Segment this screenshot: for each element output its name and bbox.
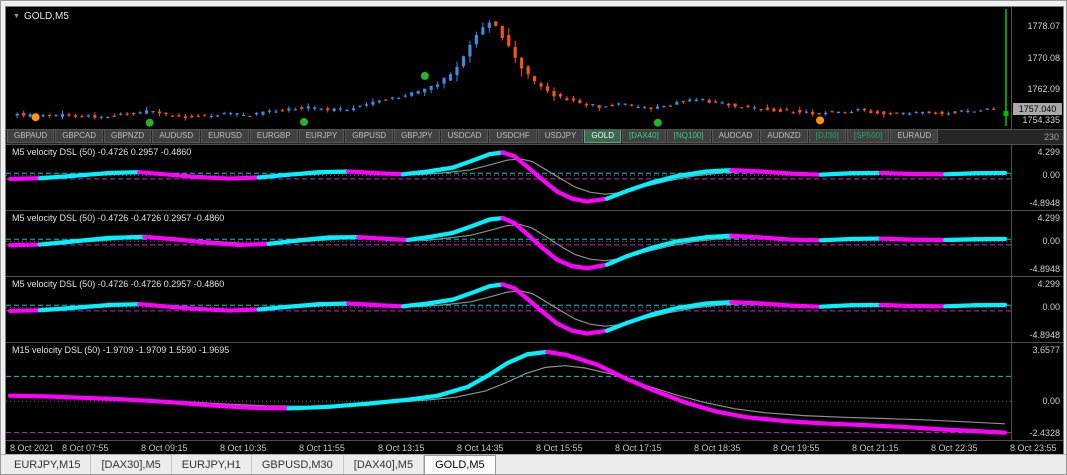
indicator-axis[interactable]: 3.6577 0.00 -2.4328	[1011, 343, 1063, 440]
price-axis[interactable]: 1757.040 1778.07 1770.08 1762.09 1754.335	[1011, 7, 1063, 129]
axis-min-label: -2.4328	[1029, 428, 1060, 438]
price-axis-label: 1770.08	[1027, 52, 1060, 63]
current-price-tag: 1757.040	[1013, 103, 1062, 116]
indicator-plot[interactable]	[6, 211, 1011, 276]
symbol-tab-eurgbp[interactable]: EURGBP	[249, 130, 298, 143]
time-label: 8 Oct 10:35	[220, 443, 267, 453]
axis-max-label: 4.299	[1037, 279, 1060, 289]
chart-title-label: GOLD,M5	[23, 11, 69, 22]
time-label: 8 Oct 2021	[10, 443, 55, 453]
symbol-tab-usdcad[interactable]: USDCAD	[440, 130, 489, 143]
symbol-tab-gbpcad[interactable]: GBPCAD	[55, 130, 103, 143]
symbol-tab-usdjpy[interactable]: USDJPY	[537, 130, 584, 143]
symbol-tab-eurjpy[interactable]: EURJPY	[298, 130, 345, 143]
chart-title: ▼ GOLD,M5	[13, 11, 69, 22]
time-label: 8 Oct 07:55	[62, 443, 109, 453]
price-axis-label: 1778.07	[1027, 21, 1060, 32]
time-label: 8 Oct 18:35	[694, 443, 741, 453]
price-axis-label: 1754.335	[1022, 114, 1060, 125]
indicator-label: M15 velocity DSL (50) -1.9709 -1.9709 1.…	[12, 345, 230, 355]
time-label: 8 Oct 21:15	[852, 443, 899, 453]
symbol-tab-eurusd[interactable]: EURUSD	[201, 130, 249, 143]
indicator-plot[interactable]	[6, 277, 1011, 342]
indicator-axis[interactable]: 4.299 0.00 -4.8948	[1011, 277, 1063, 342]
indicator-label: M5 velocity DSL (50) -0.4726 -0.4726 0.2…	[12, 279, 225, 289]
symbol-tab-gold[interactable]: GOLD	[584, 130, 621, 143]
symbol-tab-gbpaud[interactable]: GBPAUD	[7, 130, 55, 143]
axis-max-label: 4.299	[1037, 147, 1060, 157]
axis-zero-label: 0.00	[1042, 170, 1060, 181]
window-tab-dax30m5[interactable]: [DAX30],M5	[91, 455, 172, 474]
chart-region: ▼ GOLD,M5 1757.040 1778.07 1770.08 1762.09…	[5, 6, 1064, 456]
window-tab-dax40m5[interactable]: [DAX40],M5	[344, 455, 425, 474]
axis-max-label: 4.299	[1037, 213, 1060, 223]
window-tab-eurjpym15[interactable]: EURJPY,M15	[4, 455, 92, 474]
indicator-label: M5 velocity DSL (50) -0.4726 0.2957 -0.4…	[12, 147, 192, 157]
symbol-tab-dj30[interactable]: [DJ30]	[808, 130, 846, 143]
time-label: 8 Oct 22:35	[931, 443, 978, 453]
chart-window-tab-bar: EURJPY,M15 [DAX30],M5 EURJPY,H1 GBPUSD,M30[…	[1, 454, 1066, 474]
indicator-label: M5 velocity DSL (50) -0.4726 -0.4726 0.2…	[12, 213, 225, 223]
indicator-pane-3: M5 velocity DSL (50) -0.4726 -0.4726 0.2…	[6, 276, 1063, 342]
indicator-pane-2: M5 velocity DSL (50) -0.4726 -0.4726 0.2…	[6, 210, 1063, 276]
indicator-plot[interactable]	[6, 145, 1011, 210]
symbol-tab-dax40[interactable]: [DAX40]	[622, 130, 666, 143]
price-axis-label: 1762.09	[1027, 84, 1060, 95]
axis-min-label: -4.8948	[1029, 330, 1060, 340]
time-label: 8 Oct 11:55	[299, 443, 345, 453]
symbol-tab-audnzd[interactable]: AUDNZD	[760, 130, 808, 143]
symbol-tab-euraud[interactable]: EURAUD	[890, 130, 939, 143]
axis-zero-label: 0.00	[1042, 302, 1060, 313]
axis-max-label: 3.6577	[1032, 345, 1060, 355]
symbol-tab-usdchf[interactable]: USDCHF	[489, 130, 537, 143]
time-label: 8 Oct 19:55	[773, 443, 820, 453]
indicator-axis[interactable]: 4.299 0.00 -4.8948	[1011, 211, 1063, 276]
indicator-axis[interactable]: 4.299 0.00 -4.8948	[1011, 145, 1063, 210]
indicator-pane-4: M15 velocity DSL (50) -1.9709 -1.9709 1.…	[6, 342, 1063, 440]
time-label: 8 Oct 09:15	[141, 443, 188, 453]
symbol-tab-gbpnzd[interactable]: GBPNZD	[104, 130, 152, 143]
axis-min-label: -4.8948	[1029, 198, 1060, 208]
window-tab-gbpusdm30[interactable]: GBPUSD,M30	[252, 455, 344, 474]
axis-min-label: -4.8948	[1029, 264, 1060, 274]
main-price-plot[interactable]	[6, 7, 1011, 129]
axis-zero-label: 0.00	[1042, 396, 1060, 407]
axis-zero-label: 0.00	[1042, 236, 1060, 247]
symbol-tab-bar: 230 GBPAUD GBPCAD GBPNZD AUDUSD EURUSD EURGBP…	[6, 129, 1063, 144]
symbol-tab-audusd[interactable]: AUDUSD	[152, 130, 201, 143]
time-label: 8 Oct 14:35	[457, 443, 504, 453]
symbol-tab-gbpusd[interactable]: GBPUSD	[345, 130, 394, 143]
main-chart-pane: ▼ GOLD,M5 1757.040 1778.07 1770.08 1762.09…	[6, 7, 1063, 129]
symbol-tab-nq100[interactable]: [NQ100]	[666, 130, 711, 143]
symbol-tab-audcad[interactable]: AUDCAD	[711, 130, 760, 143]
symbol-tab-sp500[interactable]: [SP500]	[846, 130, 890, 143]
indicator-pane-1: M5 velocity DSL (50) -0.4726 0.2957 -0.4…	[6, 144, 1063, 210]
chart-dropdown-icon[interactable]: ▼	[13, 13, 20, 20]
axis-note-label: 230	[1043, 132, 1059, 142]
symbol-tab-gbpjpy[interactable]: GBPJPY	[394, 130, 440, 143]
window-tab-eurjpyh1[interactable]: EURJPY,H1	[172, 455, 252, 474]
time-label: 8 Oct 17:15	[615, 443, 662, 453]
time-label: 8 Oct 23:55	[1010, 443, 1057, 453]
time-axis[interactable]: 8 Oct 2021 8 Oct 07:55 8 Oct 09:15 8 Oct 10…	[6, 440, 1063, 455]
indicator-plot[interactable]	[6, 343, 1011, 440]
window-tab-goldm5[interactable]: GOLD,M5	[424, 455, 496, 474]
time-label: 8 Oct 13:15	[378, 443, 425, 453]
time-label: 8 Oct 15:55	[536, 443, 583, 453]
